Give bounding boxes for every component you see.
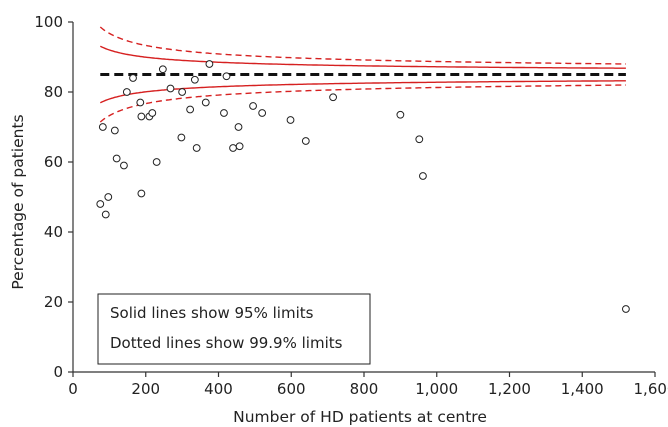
data-points	[96, 60, 630, 313]
data-point	[137, 189, 146, 198]
data-point	[104, 193, 113, 201]
funnel-limit-lines	[99, 26, 626, 123]
data-point	[235, 142, 244, 151]
data-point	[136, 98, 145, 107]
data-point	[286, 116, 295, 124]
data-point	[152, 158, 161, 166]
data-point	[101, 210, 110, 219]
y-axis-title: Percentage of patients	[9, 114, 27, 289]
y-tick-label: 60	[44, 153, 63, 171]
plot-area: 0 200 400 600 800 1,000 1,200 1,400 1,600 0 20 40 6…	[34, 13, 668, 398]
y-ticks: 0 20 40 60 80 100	[34, 13, 73, 381]
data-point	[222, 72, 231, 81]
data-point	[178, 88, 187, 96]
legend-box: Solid lines show 95% limits Dotted lines…	[97, 293, 371, 365]
x-tick-label: 0	[68, 380, 78, 398]
data-point	[148, 109, 157, 117]
data-point	[229, 144, 237, 152]
data-point	[186, 105, 195, 114]
y-tick-label: 100	[34, 13, 63, 31]
x-ticks: 0 200 400 600 800 1,000 1,200 1,400 1,600	[68, 372, 668, 398]
x-tick-label: 200	[131, 380, 160, 398]
data-point	[396, 110, 405, 119]
x-tick-label: 1,000	[415, 380, 458, 398]
upper-limit-999-line	[99, 26, 626, 65]
data-point	[122, 88, 131, 96]
data-point	[112, 154, 121, 163]
x-tick-label: 800	[350, 380, 379, 398]
x-tick-label: 600	[277, 380, 306, 398]
data-point	[158, 65, 167, 74]
data-point	[129, 74, 137, 82]
data-point	[622, 305, 630, 313]
data-point	[190, 75, 199, 84]
x-tick-label: 400	[204, 380, 233, 398]
data-point	[329, 93, 337, 102]
upper-limit-95-line	[99, 45, 626, 69]
data-point	[166, 84, 175, 93]
data-point	[177, 133, 186, 142]
y-tick-label: 40	[44, 223, 63, 241]
data-point	[110, 126, 119, 135]
y-tick-label: 80	[44, 83, 63, 101]
x-tick-label: 1,600	[634, 380, 668, 398]
legend-line-95: Solid lines show 95% limits	[110, 304, 314, 322]
data-point	[234, 123, 243, 131]
x-axis-title: Number of HD patients at centre	[233, 408, 487, 426]
data-point	[301, 137, 310, 145]
y-tick-label: 20	[44, 293, 63, 311]
data-point	[96, 200, 105, 208]
data-point	[220, 109, 228, 117]
data-point	[192, 144, 201, 152]
data-point	[98, 123, 107, 131]
lower-limit-999-line	[99, 84, 626, 123]
data-point	[258, 109, 267, 117]
data-point	[120, 161, 128, 170]
data-point	[419, 172, 427, 180]
legend-line-999: Dotted lines show 99.9% limits	[110, 334, 343, 352]
data-point	[205, 60, 214, 68]
data-point	[415, 135, 424, 144]
lower-limit-95-line	[99, 80, 626, 104]
data-point	[249, 102, 257, 110]
data-point	[201, 98, 210, 107]
x-tick-label: 1,400	[561, 380, 604, 398]
data-point	[137, 112, 146, 121]
y-tick-label: 0	[53, 363, 63, 381]
x-tick-label: 1,200	[488, 380, 531, 398]
